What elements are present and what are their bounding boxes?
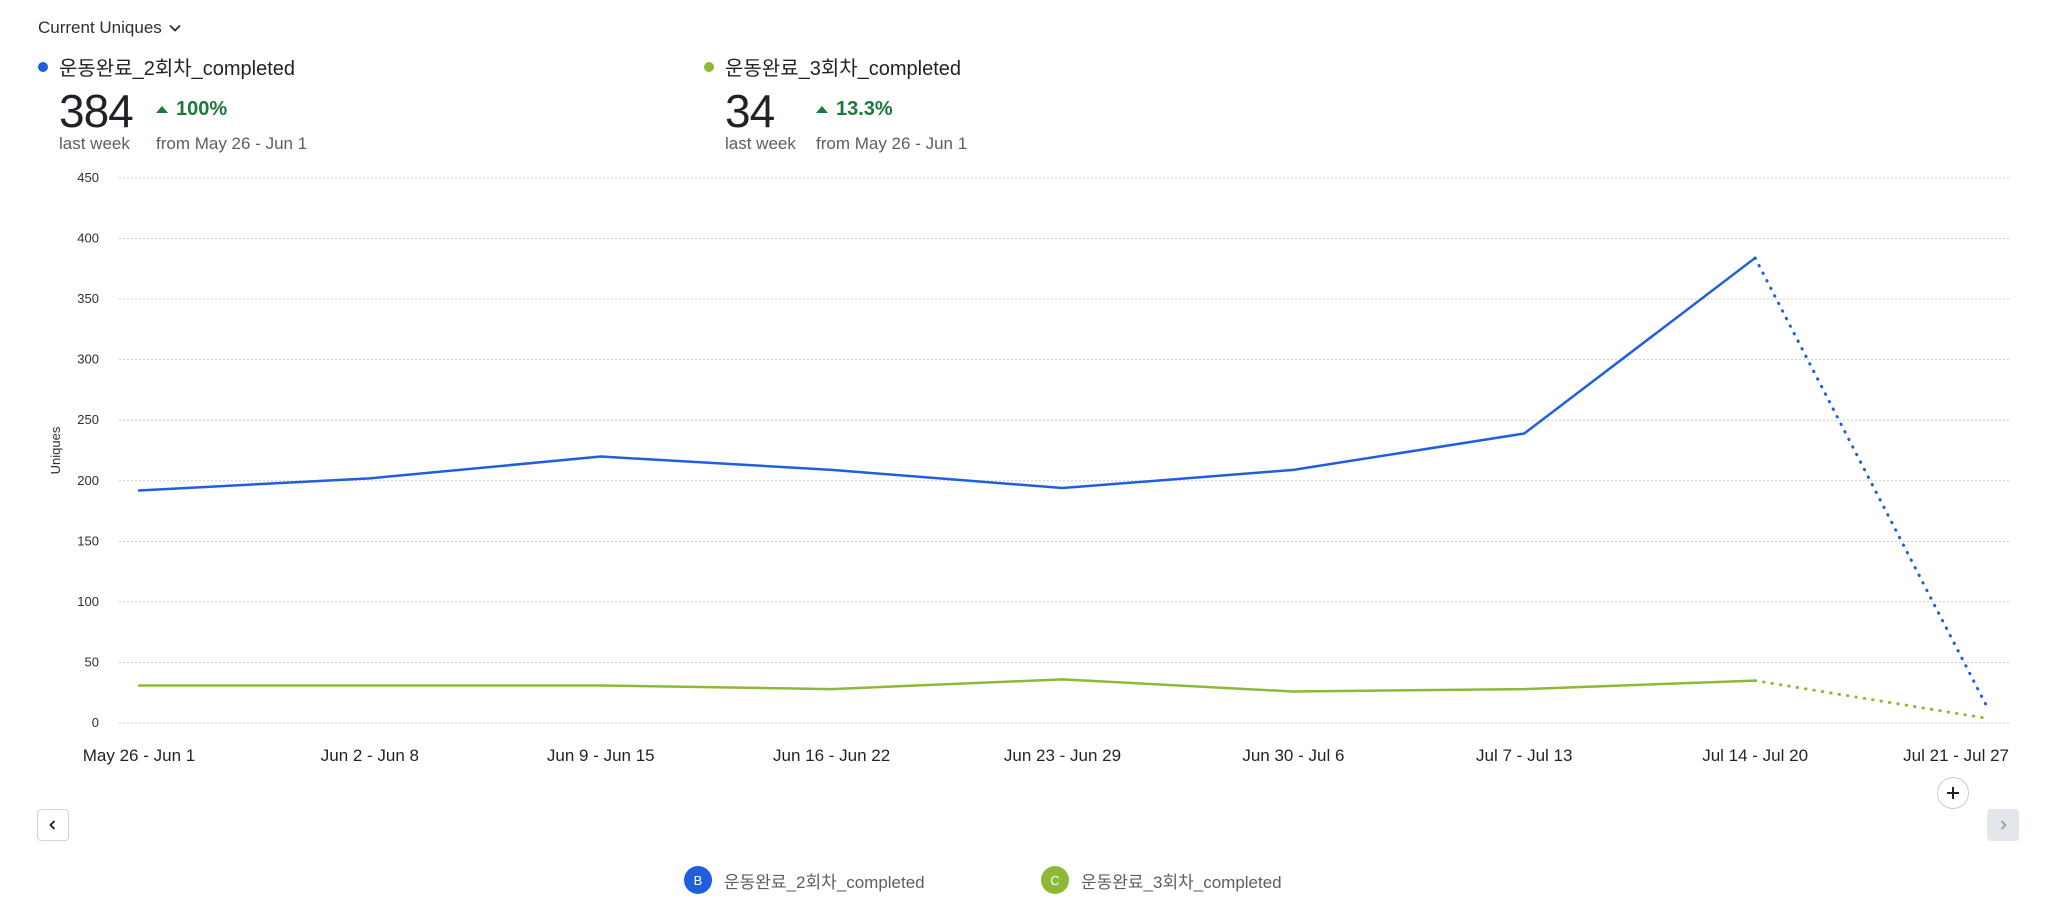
y-tick-label: 200 [77,473,99,488]
arrow-up-icon [816,106,828,113]
x-tick-label: Jun 30 - Jul 6 [1242,746,1344,765]
x-tick-label: Jul 7 - Jul 13 [1476,746,1572,765]
series-line-c [137,678,1757,693]
chevron-right-icon [2000,820,2007,830]
x-tick-label: May 26 - Jun 1 [83,746,195,765]
legend-label-b: 운동완료_2회차_completed [724,872,925,892]
y-tick-label: 300 [77,352,99,367]
legend-badge-b: B [684,866,712,894]
legend-item-c[interactable]: C 운동완료_3회차_completed [1041,866,1282,894]
y-tick-label: 50 [85,654,99,669]
series-name-b: 운동완료_2회차_completed [59,58,296,80]
plus-icon [1947,787,1959,799]
x-tick-label: Jun 16 - Jun 22 [773,746,890,765]
series-value-c: 34 [725,85,775,137]
x-tick-label: Jun 23 - Jun 29 [1004,746,1121,765]
series-name-c: 운동완료_3회차_completed [725,58,962,80]
y-tick-label: 350 [77,291,99,306]
chevron-down-icon [169,24,181,32]
series-change-c: 13.3% [816,98,893,121]
chevron-left-icon [49,820,56,830]
series-card-b: 운동완료_2회차_completed 384 last week 100% fr… [38,52,307,153]
y-tick-label: 250 [77,412,99,427]
y-tick-label: 400 [77,231,99,246]
y-tick-label: 0 [92,715,99,730]
x-tick-label: Jun 2 - Jun 8 [321,746,419,765]
y-axis-label: Uniques [48,426,63,474]
next-page-button[interactable] [1987,809,2019,841]
series-card-c: 운동완료_3회차_completed 34 last week 13.3% fr… [704,52,967,153]
series-change-value-b: 100% [176,98,228,120]
y-tick-label: 150 [77,533,99,548]
metric-selector-label: Current Uniques [38,18,162,37]
legend-label-c: 운동완료_3회차_completed [1081,872,1282,892]
legend-badge-c: C [1041,866,1069,894]
add-annotation-button[interactable] [1937,777,1969,809]
series-incomplete-segment-c [1753,679,1988,720]
x-tick-label: Jul 21 - Jul 27 [1903,746,2009,765]
x-tick-label: Jul 14 - Jul 20 [1702,746,1808,765]
y-tick-label: 450 [77,170,99,185]
series-dot-c [704,61,714,72]
legend-item-b[interactable]: B 운동완료_2회차_completed [684,866,925,894]
series-dot-b [38,61,48,72]
series-compare-b: from May 26 - Jun 1 [156,134,308,153]
series-period-b: last week [59,134,130,153]
series-line-b [137,256,1757,492]
line-chart: 0 50 100 150 200 250 300 350 400 450 Uniques May 26… [48,170,2009,765]
series-value-b: 384 [59,85,134,137]
x-tick-label: Jun 9 - Jun 15 [547,746,655,765]
y-tick-label: 100 [77,594,99,609]
series-compare-c: from May 26 - Jun 1 [816,134,968,153]
arrow-up-icon [156,106,168,113]
series-incomplete-segment-b [1753,256,1988,707]
previous-page-button[interactable] [37,809,69,841]
series-change-value-c: 13.3% [836,98,893,120]
metric-selector[interactable]: Current Uniques [38,18,182,38]
series-period-c: last week [725,134,796,153]
series-change-b: 100% [156,98,227,121]
